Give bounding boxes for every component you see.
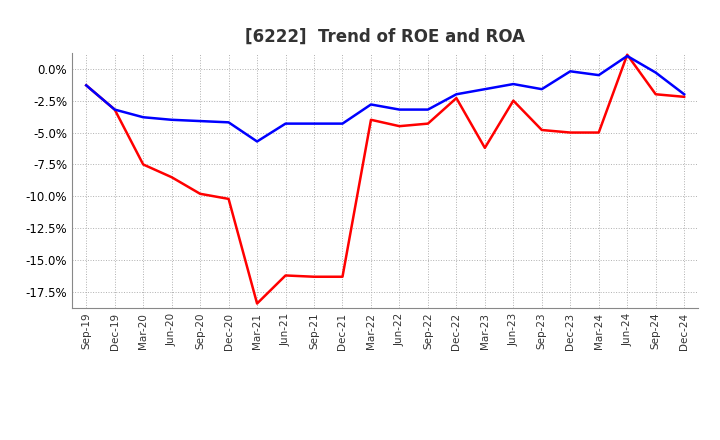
- ROA: [566, 69, 575, 74]
- ROE: [509, 98, 518, 103]
- ROE: [566, 130, 575, 135]
- ROE: [225, 196, 233, 202]
- ROE: [652, 92, 660, 97]
- ROA: [623, 53, 631, 59]
- ROE: [366, 117, 375, 122]
- Line: ROE: ROE: [86, 55, 684, 304]
- ROA: [110, 107, 119, 112]
- ROA: [423, 107, 432, 112]
- ROA: [253, 139, 261, 144]
- Title: [6222]  Trend of ROE and ROA: [6222] Trend of ROE and ROA: [246, 28, 525, 46]
- ROA: [652, 70, 660, 75]
- ROA: [595, 73, 603, 78]
- ROA: [225, 120, 233, 125]
- ROE: [282, 273, 290, 278]
- ROE: [623, 52, 631, 57]
- ROE: [595, 130, 603, 135]
- ROA: [338, 121, 347, 126]
- ROA: [509, 81, 518, 87]
- ROA: [139, 114, 148, 120]
- ROA: [395, 107, 404, 112]
- ROE: [196, 191, 204, 196]
- ROA: [282, 121, 290, 126]
- ROE: [167, 175, 176, 180]
- ROA: [196, 118, 204, 124]
- ROA: [480, 87, 489, 92]
- ROE: [680, 94, 688, 99]
- ROA: [310, 121, 318, 126]
- ROE: [452, 95, 461, 101]
- ROE: [139, 162, 148, 167]
- Line: ROA: ROA: [86, 56, 684, 142]
- ROE: [395, 124, 404, 129]
- ROA: [82, 83, 91, 88]
- ROE: [310, 274, 318, 279]
- ROE: [82, 83, 91, 88]
- ROE: [110, 107, 119, 112]
- ROA: [537, 87, 546, 92]
- ROA: [366, 102, 375, 107]
- ROA: [167, 117, 176, 122]
- ROA: [680, 92, 688, 97]
- ROE: [338, 274, 347, 279]
- ROE: [480, 145, 489, 150]
- ROA: [452, 92, 461, 97]
- ROE: [537, 127, 546, 132]
- ROE: [253, 301, 261, 306]
- ROE: [423, 121, 432, 126]
